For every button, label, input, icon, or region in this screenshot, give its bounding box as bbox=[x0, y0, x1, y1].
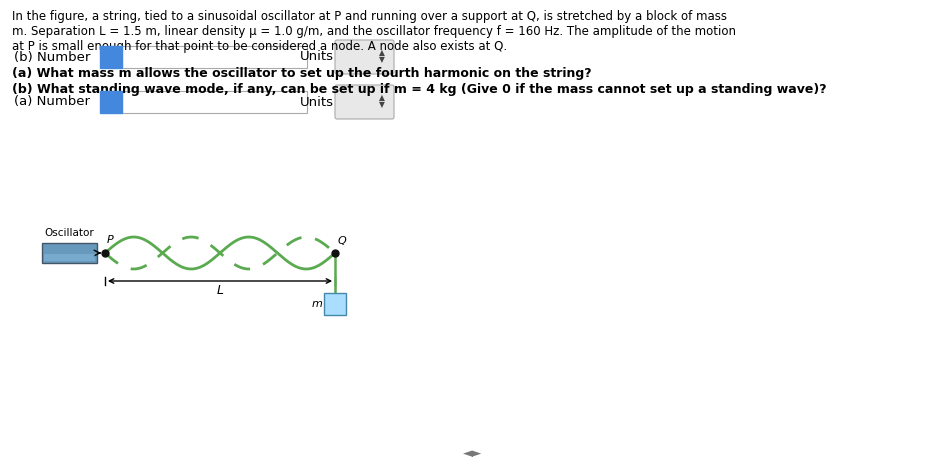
Text: ◄►: ◄► bbox=[463, 447, 483, 460]
Bar bbox=[100, 46, 122, 68]
Text: Oscillator: Oscillator bbox=[45, 228, 95, 238]
Text: ▼: ▼ bbox=[379, 56, 384, 65]
Text: at P is small enough for that point to be considered a node. A node also exists : at P is small enough for that point to b… bbox=[12, 40, 508, 53]
Text: (b) What standing wave mode, if any, can be set up if m = 4 kg (Give 0 if the ma: (b) What standing wave mode, if any, can… bbox=[12, 83, 827, 96]
Text: ▲: ▲ bbox=[379, 94, 384, 102]
Text: ▼: ▼ bbox=[379, 101, 384, 110]
Text: m. Separation L = 1.5 m, linear density μ = 1.0 g/m, and the oscillator frequenc: m. Separation L = 1.5 m, linear density … bbox=[12, 25, 736, 38]
Bar bbox=[100, 91, 122, 113]
Text: (a) What mass m allows the oscillator to set up the fourth harmonic on the strin: (a) What mass m allows the oscillator to… bbox=[12, 67, 592, 80]
Text: i: i bbox=[109, 95, 113, 109]
FancyBboxPatch shape bbox=[335, 40, 394, 74]
Text: (a) Number: (a) Number bbox=[14, 95, 90, 109]
Bar bbox=[122, 46, 307, 68]
Text: Units: Units bbox=[300, 51, 334, 64]
Text: (b) Number: (b) Number bbox=[14, 51, 90, 64]
Text: m: m bbox=[312, 299, 322, 309]
Text: Q: Q bbox=[338, 236, 347, 246]
Text: In the figure, a string, tied to a sinusoidal oscillator at P and running over a: In the figure, a string, tied to a sinus… bbox=[12, 10, 727, 23]
Bar bbox=[122, 91, 307, 113]
Text: L: L bbox=[217, 284, 223, 297]
Text: i: i bbox=[109, 51, 113, 64]
Text: P: P bbox=[107, 235, 114, 245]
Bar bbox=[44, 254, 95, 261]
FancyBboxPatch shape bbox=[335, 85, 394, 119]
FancyBboxPatch shape bbox=[42, 243, 97, 263]
Bar bbox=[324, 293, 346, 315]
Text: Units: Units bbox=[300, 95, 334, 109]
Text: ▲: ▲ bbox=[379, 49, 384, 58]
